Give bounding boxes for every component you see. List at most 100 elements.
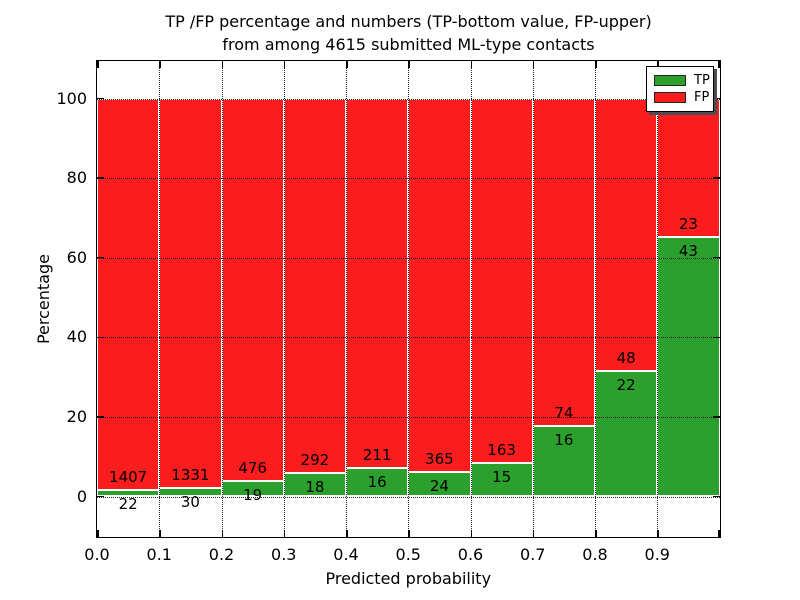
y-tick-label: 100	[56, 88, 87, 108]
tp-count-label: 22	[616, 376, 636, 395]
legend-label-fp: FP	[694, 89, 710, 105]
gridline-vertical	[532, 60, 534, 537]
gridline-vertical	[657, 60, 659, 537]
legend: TP FP	[646, 65, 714, 112]
tp-count-label: 43	[678, 242, 698, 261]
legend-swatch-tp	[654, 74, 686, 86]
bar-segment-tp	[595, 371, 658, 497]
bar-segment-fp	[221, 98, 284, 482]
bar-segment-tp	[657, 237, 720, 497]
fp-count-label: 1407	[109, 468, 148, 487]
x-tick-mark	[657, 60, 659, 68]
y-tick-mark	[712, 336, 720, 339]
tp-count-label: 19	[243, 486, 263, 505]
tp-count-label: 18	[305, 478, 325, 497]
x-tick-label: 0.5	[395, 544, 421, 564]
x-tick-mark	[97, 529, 99, 537]
plot-area: Percentage Predicted probability TP FP 14…	[34, 59, 721, 588]
bar-segment-fp	[159, 98, 222, 488]
y-axis-label: Percentage	[34, 253, 53, 344]
tp-count-label: 24	[429, 476, 449, 495]
fp-count-label: 211	[362, 446, 392, 465]
x-tick-mark	[221, 60, 223, 68]
tp-count-label: 30	[180, 492, 200, 511]
y-tick-mark	[97, 336, 104, 339]
x-tick-mark	[718, 60, 720, 68]
fp-count-label: 476	[238, 459, 267, 478]
tp-count-label: 22	[118, 495, 138, 514]
legend-swatch-fp	[654, 91, 686, 103]
y-tick-mark	[97, 416, 104, 418]
x-tick-mark	[595, 529, 597, 537]
gridline-vertical	[408, 60, 410, 537]
x-tick-mark	[470, 529, 472, 537]
y-tick-mark	[712, 177, 720, 179]
y-tick-mark	[97, 495, 104, 498]
bar-segment-fp	[470, 98, 533, 463]
bar-segment-fp	[408, 98, 471, 472]
x-tick-mark	[408, 60, 410, 68]
y-tick-label: 0	[76, 486, 87, 506]
x-tick-label: 0.7	[520, 544, 546, 564]
legend-label-tp: TP	[694, 72, 710, 88]
tp-count-label: 16	[367, 473, 387, 492]
x-tick-mark	[221, 529, 223, 537]
y-tick-mark	[712, 97, 720, 100]
tp-count-label: 15	[492, 467, 512, 486]
x-tick-mark	[595, 60, 597, 68]
x-tick-mark	[408, 529, 410, 537]
x-tick-label: 0.8	[582, 544, 608, 564]
x-tick-label: 0.9	[644, 544, 670, 564]
y-tick-mark	[97, 256, 104, 259]
fp-count-label: 365	[425, 449, 454, 468]
x-tick-mark	[470, 60, 472, 68]
x-tick-mark	[532, 60, 535, 68]
gridline-vertical	[283, 60, 285, 537]
x-tick-mark	[346, 529, 348, 537]
x-axis-label: Predicted probability	[325, 568, 492, 588]
fp-count-label: 74	[554, 403, 574, 422]
y-tick-mark	[712, 495, 720, 498]
y-tick-label: 20	[66, 406, 87, 426]
chart-title-line1: TP /FP percentage and numbers (TP-bottom…	[165, 12, 652, 31]
bar-segment-tp	[532, 425, 595, 497]
bar-segment-fp	[657, 98, 720, 238]
x-tick-mark	[657, 529, 659, 537]
tp-count-label: 16	[554, 430, 574, 449]
x-tick-label: 0.1	[146, 544, 172, 564]
x-tick-mark	[283, 60, 286, 68]
x-tick-mark	[532, 529, 535, 537]
chart-title-line2: from among 4615 submitted ML-type contac…	[222, 35, 595, 54]
bar-segment-tp	[346, 468, 409, 497]
fp-count-label: 1331	[171, 465, 210, 484]
x-tick-label: 0.0	[84, 544, 110, 564]
gridline-vertical	[470, 60, 472, 537]
x-tick-mark	[718, 529, 720, 537]
x-tick-label: 0.3	[271, 544, 297, 564]
bar-segment-fp	[97, 98, 160, 491]
x-tick-mark	[159, 60, 161, 68]
bar-segment-fp	[283, 98, 346, 474]
y-tick-label: 80	[66, 168, 87, 188]
gridline-vertical	[346, 60, 347, 537]
bar-segment-tp	[97, 490, 160, 497]
y-tick-mark	[712, 416, 720, 418]
fp-count-label: 48	[616, 349, 636, 368]
chart-title: TP /FP percentage and numbers (TP-bottom…	[97, 10, 720, 56]
bar-segment-tp	[408, 471, 471, 497]
y-tick-label: 60	[66, 247, 87, 267]
y-tick-mark	[712, 256, 720, 259]
x-tick-mark	[283, 529, 286, 537]
gridline-vertical	[159, 60, 161, 537]
fp-count-label: 23	[678, 215, 698, 234]
gridline-vertical	[595, 60, 596, 537]
x-tick-mark	[159, 529, 161, 537]
y-tick-label: 40	[66, 327, 87, 347]
x-tick-label: 0.6	[457, 544, 484, 564]
legend-item-tp: TP	[654, 72, 710, 89]
bar-segment-fp	[532, 98, 595, 426]
bar-segment-fp	[595, 98, 658, 372]
bar-segment-tp	[470, 462, 533, 497]
gridline-vertical	[221, 60, 223, 537]
